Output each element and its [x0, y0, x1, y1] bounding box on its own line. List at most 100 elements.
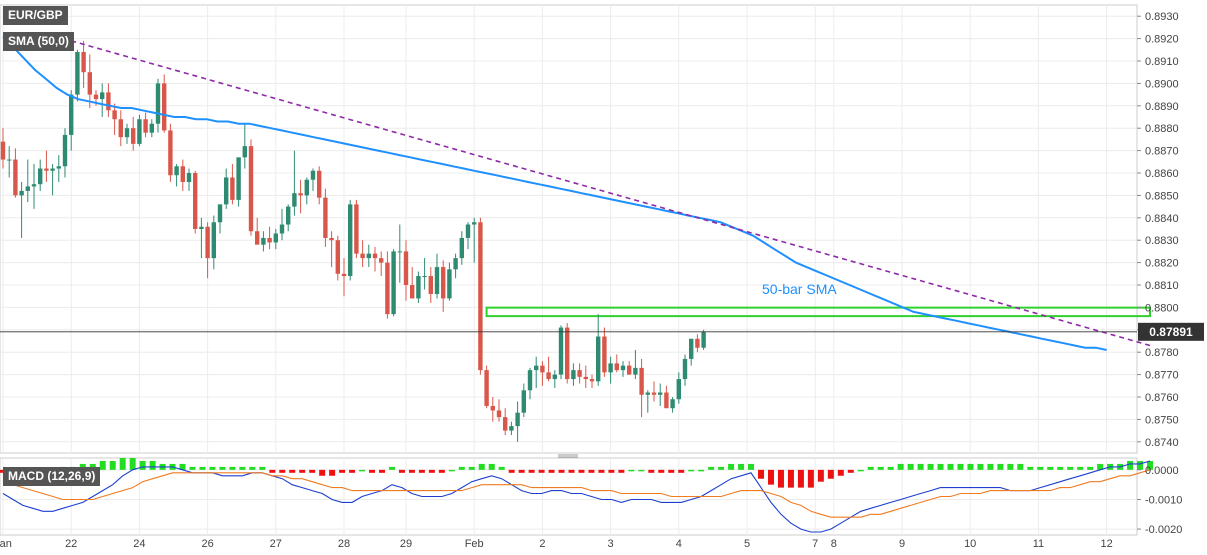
macd-histogram-bar [967, 463, 974, 470]
candle-body [93, 94, 99, 100]
macd-histogram-bar [608, 469, 615, 473]
macd-histogram-bar [658, 469, 665, 473]
macd-histogram-bar [299, 469, 306, 473]
macd-histogram-bar [129, 458, 136, 470]
macd-histogram-bar [578, 469, 585, 473]
macd-histogram-bar [997, 463, 1004, 470]
candle-body [87, 72, 92, 95]
macd-histogram-bar [977, 463, 984, 470]
candle-body [180, 166, 185, 182]
candle-body [155, 83, 161, 124]
candle-body [323, 197, 328, 238]
candle-body [391, 251, 396, 315]
y-tick-label: 0.8810 [1145, 280, 1179, 292]
macd-histogram-bar [1087, 466, 1094, 470]
macd-histogram-bar [558, 469, 565, 473]
candle-body [354, 204, 359, 254]
macd-y-tick-label: 0.0000 [1145, 465, 1179, 477]
macd-histogram-bar [259, 466, 266, 470]
macd-histogram-bar [1037, 466, 1044, 470]
macd-histogram-bar [239, 466, 246, 470]
macd-histogram-bar [1007, 463, 1014, 470]
candle-body [248, 146, 254, 232]
macd-histogram-bar [748, 463, 755, 470]
candle-body [31, 184, 37, 187]
candle-body [317, 170, 322, 198]
x-tick-label: 29 [400, 538, 412, 550]
candle-body [56, 166, 61, 169]
candle-body [25, 186, 30, 191]
macd-histogram-bar [359, 469, 366, 472]
candle-body [515, 412, 520, 427]
y-tick-label: 0.8760 [1145, 392, 1179, 404]
macd-tag: MACD (12,26,9) [3, 467, 101, 486]
macd-histogram-bar [887, 466, 894, 470]
macd-histogram-bar [99, 460, 106, 470]
macd-histogram-bar [488, 463, 495, 470]
candle-body [484, 370, 489, 406]
candle-body [596, 336, 601, 382]
macd-histogram-bar [598, 469, 605, 473]
sma-50-line [2, 35, 1107, 351]
candle-body [75, 52, 80, 95]
candle-body [44, 168, 49, 171]
x-tick-label: 9 [899, 538, 905, 550]
macd-histogram-bar [698, 469, 705, 472]
macd-histogram-bar [648, 469, 655, 473]
candle-body [261, 237, 266, 245]
price-pane-frame [0, 4, 1138, 454]
candle-body [255, 231, 260, 245]
x-tick-label: 10 [964, 538, 976, 550]
candle-body [602, 336, 607, 373]
sma-annotation: 50-bar SMA [762, 281, 837, 297]
sma-tag: SMA (50,0) [3, 32, 74, 51]
y-tick-label: 0.8740 [1145, 437, 1179, 449]
candle-body [267, 237, 272, 243]
macd-histogram-bar [438, 469, 445, 473]
macd-histogram-bar [877, 466, 884, 470]
candle-body [335, 240, 340, 274]
candle-body [521, 390, 526, 413]
candle-body [149, 123, 154, 133]
macd-histogram-bar [867, 466, 874, 470]
macd-histogram-bar [269, 469, 276, 473]
y-tick-label: 0.8850 [1145, 190, 1179, 202]
candle-body [298, 193, 303, 196]
candle-body [193, 173, 198, 229]
macd-histogram-bar [279, 469, 286, 473]
macd-histogram-bar [209, 466, 216, 470]
y-tick-label: 0.8930 [1145, 11, 1179, 23]
candle-body [304, 179, 309, 196]
y-tick-label: 0.8880 [1145, 123, 1179, 135]
macd-histogram-bar [827, 469, 834, 479]
macd-histogram-bar [837, 469, 844, 476]
candle-body [472, 222, 477, 225]
macd-histogram-bar [1047, 466, 1054, 470]
y-tick-label: 0.8800 [1145, 302, 1179, 314]
macd-histogram-bar [668, 469, 675, 473]
candle-body [38, 168, 43, 185]
macd-histogram-bar [1027, 466, 1034, 470]
candle-body [540, 365, 545, 373]
macd-histogram-bar [738, 463, 745, 470]
macd-histogram-bar [618, 469, 625, 473]
candle-body [701, 332, 706, 348]
macd-histogram-bar [588, 469, 595, 473]
macd-histogram-bar [468, 466, 475, 470]
candle-body [50, 168, 55, 171]
candle-body [682, 358, 688, 380]
macd-histogram-bar [538, 469, 545, 473]
candle-body [695, 338, 700, 348]
macd-histogram-bar [1127, 460, 1134, 470]
candle-body [453, 258, 458, 270]
grid-layer [0, 4, 1138, 536]
candle-body [236, 157, 241, 200]
candle-body [527, 370, 533, 391]
macd-histogram-bar [139, 460, 146, 470]
candle-body [651, 392, 657, 395]
candle-body [329, 237, 334, 241]
candle-body [310, 170, 316, 180]
x-tick-label: 22 [65, 538, 77, 550]
support-zone [485, 306, 1152, 318]
candle-body [242, 146, 247, 158]
